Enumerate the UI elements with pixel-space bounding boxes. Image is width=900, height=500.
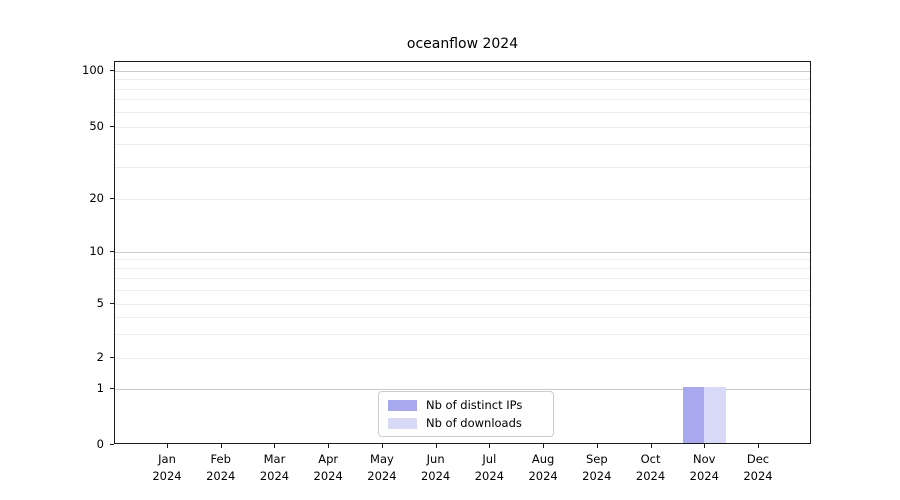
x-tick-month: Aug — [531, 452, 555, 466]
x-tick-year: 2024 — [528, 469, 558, 483]
legend-item: Nb of downloads — [388, 416, 544, 430]
x-tick-mark — [167, 444, 168, 448]
bar-nb-of-downloads — [704, 387, 726, 443]
y-tick-label: 2 — [96, 350, 104, 364]
x-tick-label: Aug 2024 — [503, 451, 583, 485]
x-tick-month: Sep — [585, 452, 608, 466]
y-tick-mark — [110, 443, 114, 445]
x-tick-label: Oct 2024 — [611, 451, 691, 485]
y-tick-mark — [110, 302, 114, 304]
y-tick-label: 1 — [96, 381, 104, 395]
y-tick-label: 100 — [82, 63, 104, 77]
x-tick-year: 2024 — [313, 469, 343, 483]
x-tick-month: Oct — [640, 452, 661, 466]
x-tick-label: Dec 2024 — [718, 451, 798, 485]
y-tick-mark — [110, 356, 114, 358]
minor-gridline — [115, 357, 810, 359]
x-tick-mark — [596, 444, 598, 448]
x-tick-mark — [704, 444, 706, 448]
x-tick-label: May 2024 — [342, 451, 422, 485]
y-tick-mark — [110, 387, 114, 389]
x-tick-year: 2024 — [420, 469, 451, 483]
x-tick-year: 2024 — [689, 469, 719, 483]
x-tick-mark — [328, 444, 330, 448]
y-tick-label: 10 — [89, 244, 104, 258]
x-tick-month: Jul — [482, 452, 497, 466]
y-tick-mark — [110, 250, 114, 252]
x-tick-month: Mar — [263, 452, 286, 466]
x-tick-label: Jun 2024 — [396, 451, 476, 485]
legend-item: Nb of distinct IPs — [388, 398, 544, 412]
x-tick-month: Jan — [158, 452, 176, 466]
x-tick-mark — [381, 444, 383, 448]
x-tick-mark — [650, 444, 652, 448]
x-tick-mark — [489, 444, 491, 448]
minor-gridline — [115, 333, 810, 335]
legend-label: Nb of distinct IPs — [426, 398, 523, 412]
x-tick-mark — [757, 444, 759, 448]
x-tick-month: Nov — [693, 452, 716, 466]
x-tick-year: 2024 — [152, 469, 182, 483]
y-tick-mark — [110, 125, 114, 127]
x-tick-year: 2024 — [474, 469, 504, 483]
x-tick-mark — [543, 444, 545, 448]
minor-gridline — [115, 111, 810, 113]
major-gridline — [115, 251, 810, 253]
major-gridline — [115, 70, 810, 72]
y-tick-label: 20 — [89, 191, 104, 205]
x-tick-label: Mar 2024 — [234, 451, 314, 485]
minor-gridline — [115, 278, 810, 280]
x-tick-month: Apr — [318, 452, 339, 466]
legend: Nb of distinct IPs Nb of downloads — [378, 391, 554, 437]
minor-gridline — [115, 289, 810, 291]
x-tick-label: Nov 2024 — [664, 451, 744, 485]
x-tick-label: Feb 2024 — [181, 451, 261, 485]
x-tick-year: 2024 — [635, 469, 666, 483]
y-tick-label: 50 — [89, 119, 104, 133]
x-tick-mark — [220, 444, 222, 448]
minor-gridline — [115, 316, 810, 318]
x-tick-year: 2024 — [206, 469, 236, 483]
y-tick-label: 0 — [96, 437, 104, 451]
x-tick-year: 2024 — [582, 469, 612, 483]
legend-swatch — [388, 417, 417, 429]
x-tick-label: Jul 2024 — [449, 451, 529, 485]
x-tick-label: Sep 2024 — [557, 451, 637, 485]
legend-swatch — [388, 399, 417, 411]
minor-gridline — [115, 303, 810, 305]
x-tick-year: 2024 — [259, 469, 290, 483]
legend-label: Nb of downloads — [426, 416, 522, 430]
y-tick-mark — [110, 69, 114, 71]
x-tick-mark — [435, 444, 437, 448]
minor-gridline — [115, 166, 810, 168]
minor-gridline — [115, 88, 810, 90]
x-tick-mark — [274, 444, 276, 448]
plot-area — [114, 61, 811, 444]
minor-gridline — [115, 144, 810, 146]
x-tick-month: Feb — [210, 452, 231, 466]
y-tick-label: 5 — [96, 296, 104, 310]
x-tick-year: 2024 — [367, 469, 397, 483]
major-gridline — [115, 388, 810, 390]
x-tick-month: Jun — [426, 452, 445, 466]
minor-gridline — [115, 198, 810, 200]
x-tick-label: Apr 2024 — [288, 451, 368, 485]
y-tick-mark — [110, 197, 114, 199]
minor-gridline — [115, 259, 810, 261]
x-tick-month: May — [370, 452, 394, 466]
minor-gridline — [115, 268, 810, 270]
minor-gridline — [115, 126, 810, 128]
minor-gridline — [115, 99, 810, 101]
bar-nb-of-distinct-ips — [682, 387, 705, 443]
x-tick-month: Dec — [746, 452, 770, 466]
chart-title: oceanflow 2024 — [406, 36, 519, 52]
x-tick-year: 2024 — [743, 469, 773, 483]
x-tick-label: Jan 2024 — [127, 451, 207, 485]
minor-gridline — [115, 79, 810, 80]
